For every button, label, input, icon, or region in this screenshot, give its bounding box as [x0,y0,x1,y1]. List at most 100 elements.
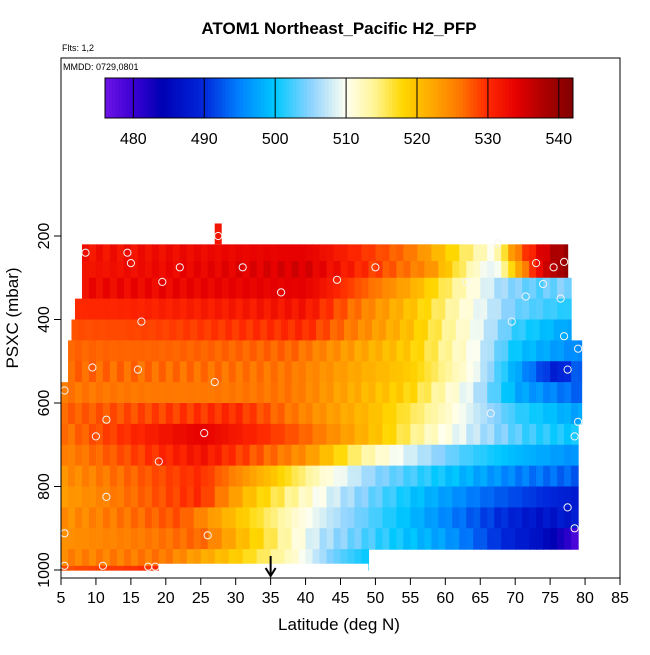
heatmap-cell [571,528,579,550]
heatmap-cell [81,465,90,488]
colorbar-segment [558,78,563,118]
heatmap-cell [158,244,167,262]
heatmap-cell [389,403,397,425]
heatmap-cell [480,340,488,362]
heatmap-cell [389,444,397,467]
heatmap-cell [249,423,258,446]
heatmap-cell [312,340,321,362]
heatmap-cell [235,528,244,550]
heatmap-cell [396,444,404,467]
heatmap-cell [95,261,104,279]
colorbar-segment [285,78,290,118]
heatmap-cell [354,340,363,362]
heatmap-cell [417,465,425,488]
heatmap-cell [445,486,453,508]
heatmap-cell [354,244,363,262]
heatmap-cell [235,298,244,321]
heatmap-cell [256,549,265,571]
heatmap-cell [375,244,384,262]
heatmap-cell [123,382,132,404]
heatmap-cell [200,261,209,279]
colorbar-segment [253,78,258,118]
heatmap-cell [151,403,160,425]
heatmap-cell [193,465,202,488]
heatmap-cell [480,244,488,262]
heatmap-cell [256,465,265,488]
heatmap-cell [501,340,509,362]
heatmap-cell [242,361,251,383]
heatmap-cell [242,549,251,571]
heatmap-cell [179,261,188,279]
heatmap-cell [165,444,174,467]
heatmap-cell [200,444,209,467]
heatmap-cell [109,486,118,508]
heatmap-cell [144,507,153,529]
y-axis: 200 400 600 800 1000 [36,223,61,588]
heatmap-cell [298,444,307,467]
heatmap-cell [578,361,583,383]
heatmap-cell [228,444,237,467]
heatmap-cell [235,507,244,529]
x-tick-label: 10 [87,590,105,607]
colorbar-segment [268,78,273,118]
heatmap-cell [340,549,349,571]
y-tick-label: 1000 [36,552,53,588]
heatmap-cell [235,277,244,300]
colorbar-segment [477,78,482,118]
colorbar-segment [300,78,305,118]
sample-point [574,344,583,353]
colorbar-segment [296,78,301,118]
heatmap-cell [298,486,307,508]
heatmap-cell [207,382,216,404]
heatmap-cell [487,465,495,488]
heatmap-cell [445,261,453,279]
heatmap-cell [284,549,293,571]
heatmap-cell [424,382,432,404]
heatmap-cell [67,340,76,362]
heatmap-cell [511,319,520,341]
heatmap-cell [543,528,551,550]
heatmap-cell [473,340,481,362]
heatmap-cell [305,423,314,446]
heatmap-cell [431,444,439,467]
heatmap-cell [480,528,488,550]
heatmap-cell [326,403,335,425]
heatmap-cell [298,507,307,529]
heatmap-cell [263,340,272,362]
heatmap-cell [207,507,216,529]
heatmap-cell [295,319,303,341]
heatmap-cell [564,444,572,467]
heatmap-cell [389,507,397,529]
colorbar-segment [534,78,539,118]
heatmap-cell [207,444,216,467]
heatmap-cell [375,528,384,550]
heatmap-cell [88,277,97,300]
heatmap-cell [312,244,321,262]
heatmap-cell [515,340,523,362]
sample-point [88,363,97,372]
heatmap-cell [480,444,488,467]
heatmap-cell [277,444,286,467]
heatmap-cell [354,528,363,550]
heatmap-cell [193,423,202,446]
heatmap-cell [452,361,460,383]
heatmap-cell [109,507,118,529]
heatmap-cell [249,340,258,362]
sample-point [154,457,163,466]
heatmap-cell [200,361,209,383]
heatmap-cell [291,403,300,425]
heatmap-cell [123,549,132,571]
heatmap-cell [130,423,139,446]
heatmap-cell [298,403,307,425]
heatmap-cell [403,361,411,383]
heatmap-cell [417,507,425,529]
heatmap-cell [172,403,181,425]
heatmap-cell [61,382,69,404]
heatmap-cell [179,244,188,262]
heatmap-cell [536,444,544,467]
heatmap-cell [347,403,356,425]
heatmap-cell [193,277,202,300]
heatmap-cell [487,298,495,321]
heatmap-cell [508,528,516,550]
heatmap-cell [466,444,474,467]
